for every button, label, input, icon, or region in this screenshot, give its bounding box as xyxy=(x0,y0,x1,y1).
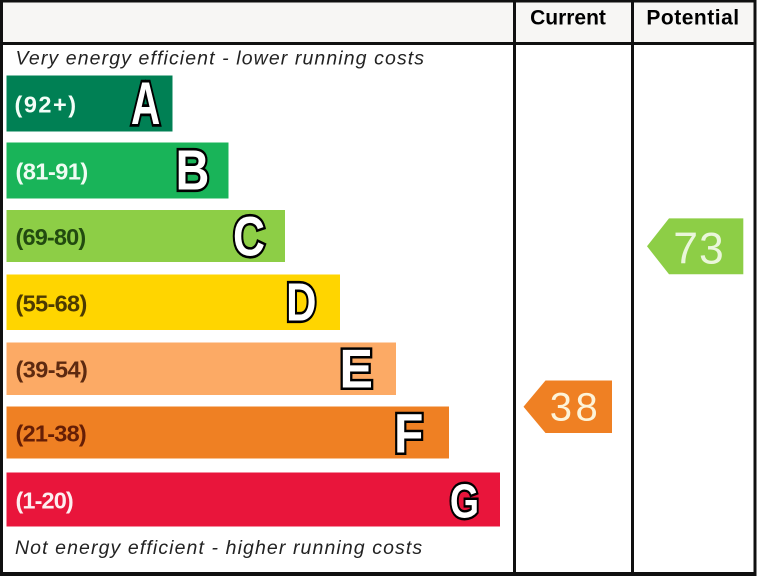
svg-text:(21-38): (21-38) xyxy=(16,421,87,447)
svg-text:C: C xyxy=(233,206,265,268)
svg-text:(1-20): (1-20) xyxy=(16,488,73,514)
svg-text:(39-54): (39-54) xyxy=(16,357,88,383)
svg-text:(81-91): (81-91) xyxy=(16,159,88,185)
svg-text:G: G xyxy=(450,475,479,528)
svg-text:B: B xyxy=(176,139,210,202)
svg-text:A: A xyxy=(131,70,160,137)
svg-text:73: 73 xyxy=(673,225,725,274)
svg-text:F: F xyxy=(394,402,423,464)
svg-text:D: D xyxy=(286,273,316,333)
svg-text:Current: Current xyxy=(530,7,606,30)
svg-text:Very energy efficient - lower: Very energy efficient - lower running co… xyxy=(16,48,426,70)
svg-text:Potential: Potential xyxy=(646,7,739,30)
svg-text:38: 38 xyxy=(550,386,602,430)
svg-text:(69-80): (69-80) xyxy=(16,224,86,250)
svg-text:(55-68): (55-68) xyxy=(16,291,87,317)
svg-text:E: E xyxy=(339,340,372,400)
svg-text:Not energy efficient - higher: Not energy efficient - higher running co… xyxy=(15,537,423,559)
svg-text:(92+): (92+) xyxy=(15,92,78,118)
